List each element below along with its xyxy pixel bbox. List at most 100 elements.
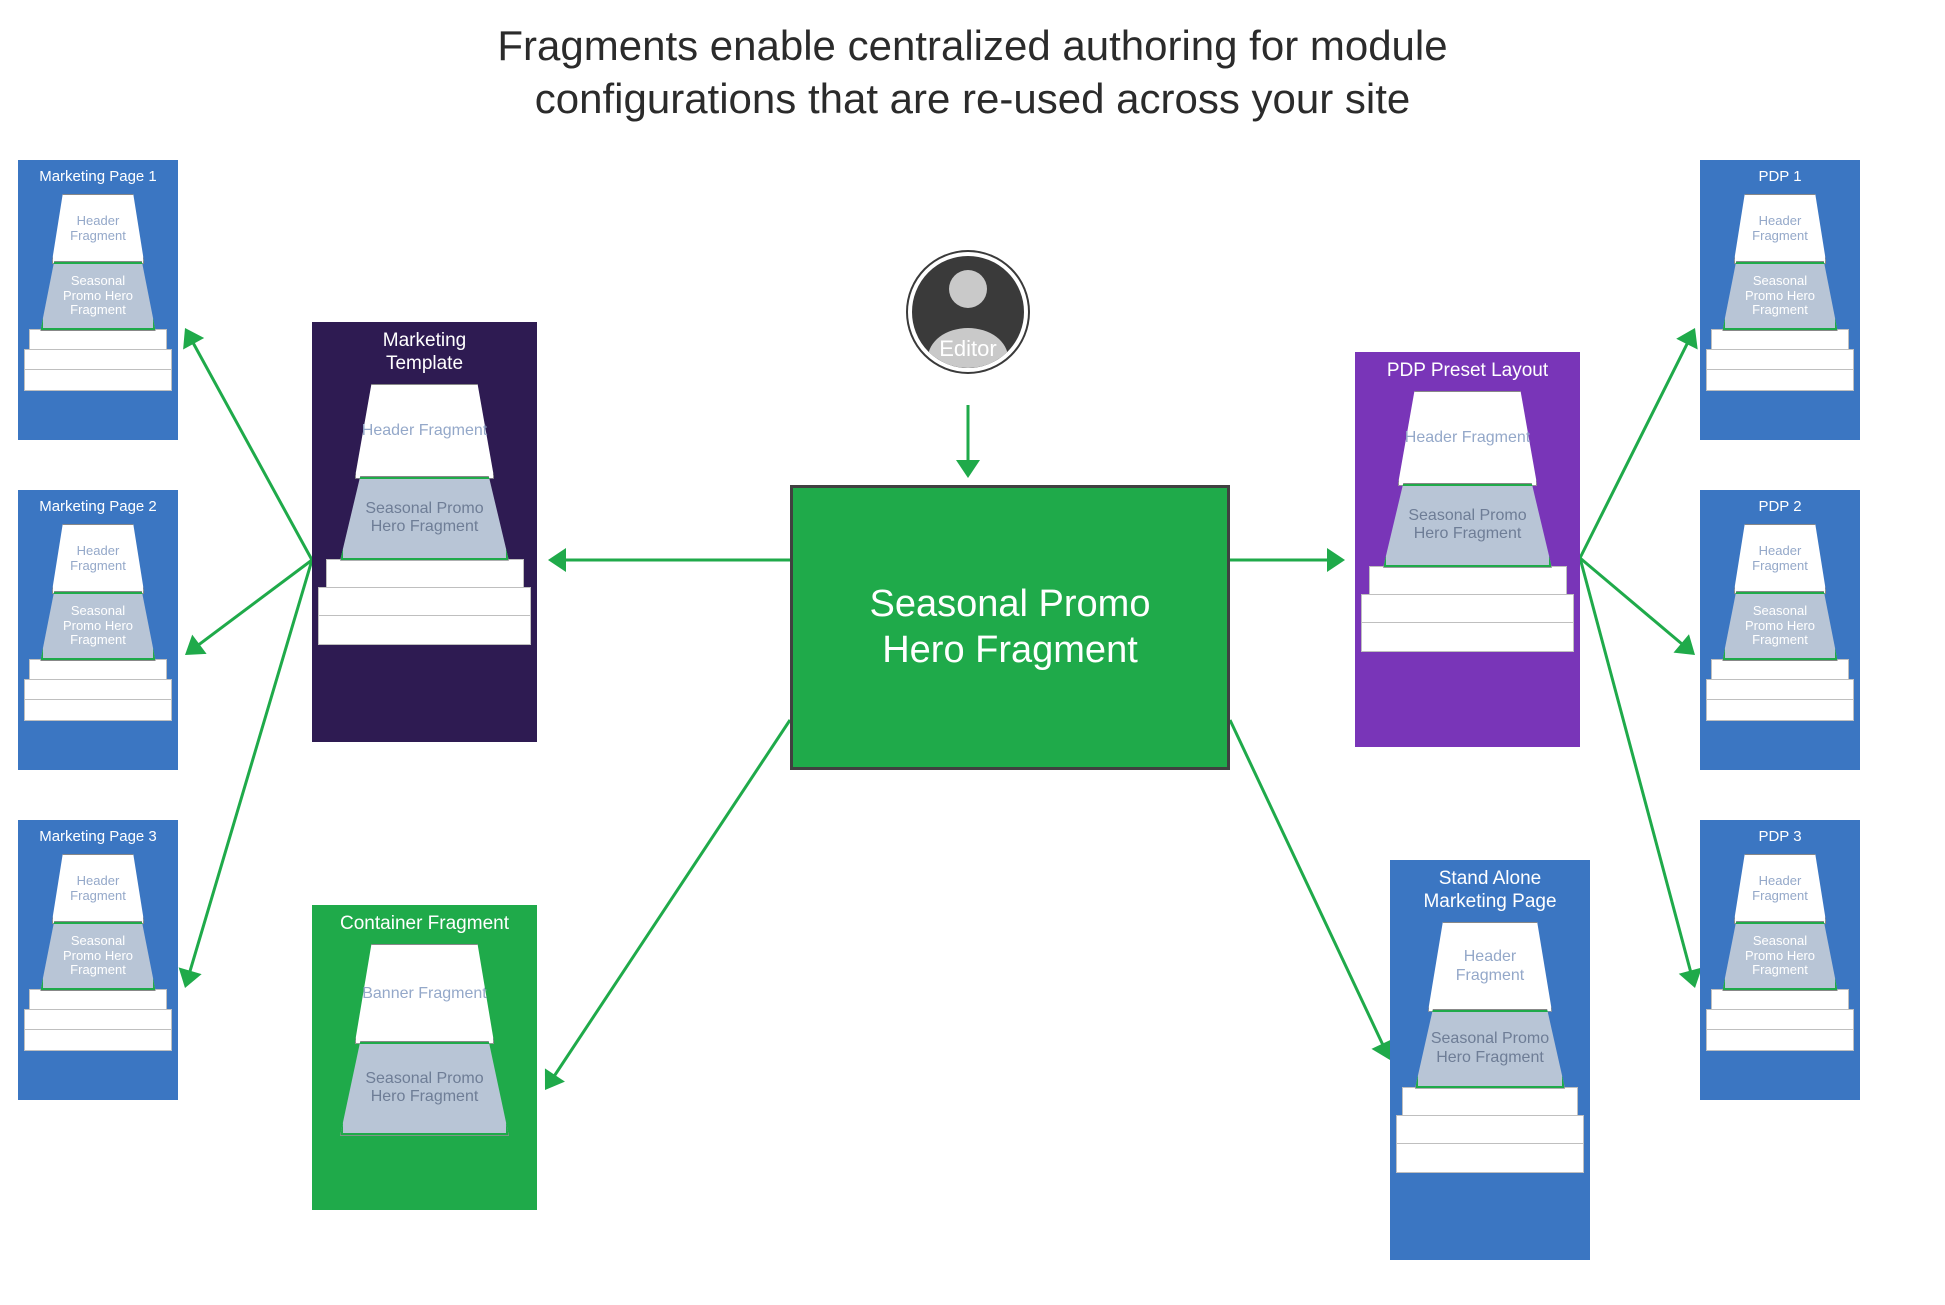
trap-label: HeaderFragment (1748, 540, 1812, 578)
card-mp1: Marketing Page 1 HeaderFragment SeasonalPr… (18, 160, 178, 440)
empty-slot (1402, 1087, 1578, 1117)
trap-label: SeasonalPromo HeroFragment (1741, 600, 1819, 653)
trap-hero-fragment: SeasonalPromo HeroFragment (1722, 591, 1837, 661)
empty-slot (1706, 1029, 1854, 1051)
hero-fragment-label: Seasonal PromoHero Fragment (870, 582, 1151, 673)
trap-fragment: HeaderFragment (52, 194, 145, 264)
hero-fragment-box: Seasonal PromoHero Fragment (790, 485, 1230, 770)
card-title: Stand AloneMarketing Page (1398, 868, 1582, 914)
trap-label: Seasonal PromoHero Fragment (1404, 503, 1530, 548)
card-standalone: Stand AloneMarketing Page Header Fragment… (1390, 860, 1590, 1260)
trap-label: Seasonal PromoHero Fragment (361, 496, 487, 541)
empty-slot (1361, 622, 1574, 652)
card-marketing_template: MarketingTemplate Header Fragment Seasonal… (312, 322, 537, 742)
trap-label: Seasonal PromoHero Fragment (1427, 1026, 1553, 1071)
trap-fragment: Banner Fragment (355, 944, 495, 1044)
fragment-stack: Header Fragment Seasonal PromoHero Fragme… (320, 384, 529, 645)
trap-fragment: HeaderFragment (1734, 854, 1827, 924)
trap-hero-fragment: SeasonalPromo HeroFragment (40, 591, 155, 661)
empty-slot (1396, 1115, 1584, 1145)
trap-label: HeaderFragment (1748, 210, 1812, 248)
empty-slot (318, 615, 531, 645)
trap-hero-fragment: SeasonalPromo HeroFragment (40, 921, 155, 991)
fragment-stack: HeaderFragment SeasonalPromo HeroFragment (1708, 524, 1852, 721)
fragment-stack: HeaderFragment SeasonalPromo HeroFragment (26, 854, 170, 1051)
trap-hero-fragment: Seasonal PromoHero Fragment (340, 1041, 509, 1136)
trap-label: SeasonalPromo HeroFragment (1741, 270, 1819, 323)
trap-hero-fragment: SeasonalPromo HeroFragment (40, 261, 155, 331)
empty-slot (1706, 1009, 1854, 1031)
empty-slot (1706, 699, 1854, 721)
card-title: PDP 1 (1708, 168, 1852, 186)
trap-fragment: Header Fragment (1428, 922, 1552, 1012)
empty-slot (29, 659, 167, 681)
card-title: Container Fragment (320, 913, 529, 936)
trap-label: Header Fragment (358, 418, 491, 444)
empty-slot (1711, 659, 1849, 681)
trap-hero-fragment: SeasonalPromo HeroFragment (1722, 921, 1837, 991)
card-title: PDP 2 (1708, 498, 1852, 516)
empty-slot (24, 1009, 172, 1031)
trap-label: SeasonalPromo HeroFragment (59, 930, 137, 983)
empty-slot (1711, 989, 1849, 1011)
card-container_frag: Container Fragment Banner Fragment Seasona… (312, 905, 537, 1210)
card-pdp1: PDP 1 HeaderFragment SeasonalPromo HeroFra… (1700, 160, 1860, 440)
fragment-stack: Header Fragment Seasonal PromoHero Fragme… (1363, 391, 1572, 652)
trap-label: SeasonalPromo HeroFragment (1741, 930, 1819, 983)
empty-slot (29, 989, 167, 1011)
card-title: PDP Preset Layout (1363, 360, 1572, 383)
trap-hero-fragment: SeasonalPromo HeroFragment (1722, 261, 1837, 331)
empty-slot (24, 349, 172, 371)
trap-label: Header Fragment (1428, 944, 1552, 989)
empty-slot (24, 699, 172, 721)
trap-fragment: HeaderFragment (52, 524, 145, 594)
card-pdp2: PDP 2 HeaderFragment SeasonalPromo HeroFra… (1700, 490, 1860, 770)
card-mp3: Marketing Page 3 HeaderFragment SeasonalPr… (18, 820, 178, 1100)
trap-hero-fragment: Seasonal PromoHero Fragment (1383, 483, 1552, 568)
card-title: PDP 3 (1708, 828, 1852, 846)
title-line-1: Fragments enable centralized authoring f… (497, 22, 1447, 69)
empty-slot (1711, 329, 1849, 351)
fragment-stack: HeaderFragment SeasonalPromo HeroFragment (26, 194, 170, 391)
empty-slot (1706, 349, 1854, 371)
empty-slot (318, 587, 531, 617)
card-title: Marketing Page 2 (26, 498, 170, 516)
fragment-stack: Banner Fragment Seasonal PromoHero Fragme… (320, 944, 529, 1136)
empty-slot (1361, 594, 1574, 624)
card-mp2: Marketing Page 2 HeaderFragment SeasonalPr… (18, 490, 178, 770)
trap-label: Header Fragment (1401, 425, 1534, 451)
empty-slot (1706, 679, 1854, 701)
empty-slot (24, 369, 172, 391)
empty-slot (29, 329, 167, 351)
trap-label: HeaderFragment (66, 210, 130, 248)
fragment-stack: Header Fragment Seasonal PromoHero Fragme… (1398, 922, 1582, 1173)
trap-hero-fragment: Seasonal PromoHero Fragment (340, 476, 509, 561)
card-title: MarketingTemplate (320, 330, 529, 376)
card-title: Marketing Page 1 (26, 168, 170, 186)
empty-slot (1706, 369, 1854, 391)
trap-label: HeaderFragment (1748, 870, 1812, 908)
trap-fragment: HeaderFragment (52, 854, 145, 924)
empty-slot (1369, 566, 1567, 596)
trap-fragment: HeaderFragment (1734, 524, 1827, 594)
trap-fragment: Header Fragment (355, 384, 495, 479)
trap-label: Banner Fragment (358, 981, 491, 1007)
fragment-stack: HeaderFragment SeasonalPromo HeroFragment (1708, 194, 1852, 391)
card-pdp_preset: PDP Preset Layout Header Fragment Seasonal… (1355, 352, 1580, 747)
editor-label: Editor (912, 336, 1024, 362)
card-pdp3: PDP 3 HeaderFragment SeasonalPromo HeroFra… (1700, 820, 1860, 1100)
empty-slot (326, 559, 524, 589)
trap-label: SeasonalPromo HeroFragment (59, 600, 137, 653)
trap-hero-fragment: Seasonal PromoHero Fragment (1415, 1009, 1565, 1089)
fragment-stack: HeaderFragment SeasonalPromo HeroFragment (1708, 854, 1852, 1051)
trap-fragment: HeaderFragment (1734, 194, 1827, 264)
trap-label: HeaderFragment (66, 870, 130, 908)
editor-avatar: Editor (908, 252, 1028, 372)
trap-label: HeaderFragment (66, 540, 130, 578)
card-title: Marketing Page 3 (26, 828, 170, 846)
empty-slot (24, 1029, 172, 1051)
trap-fragment: Header Fragment (1398, 391, 1538, 486)
title-line-2: configurations that are re-used across y… (535, 75, 1410, 122)
fragment-stack: HeaderFragment SeasonalPromo HeroFragment (26, 524, 170, 721)
trap-label: Seasonal PromoHero Fragment (361, 1066, 487, 1111)
